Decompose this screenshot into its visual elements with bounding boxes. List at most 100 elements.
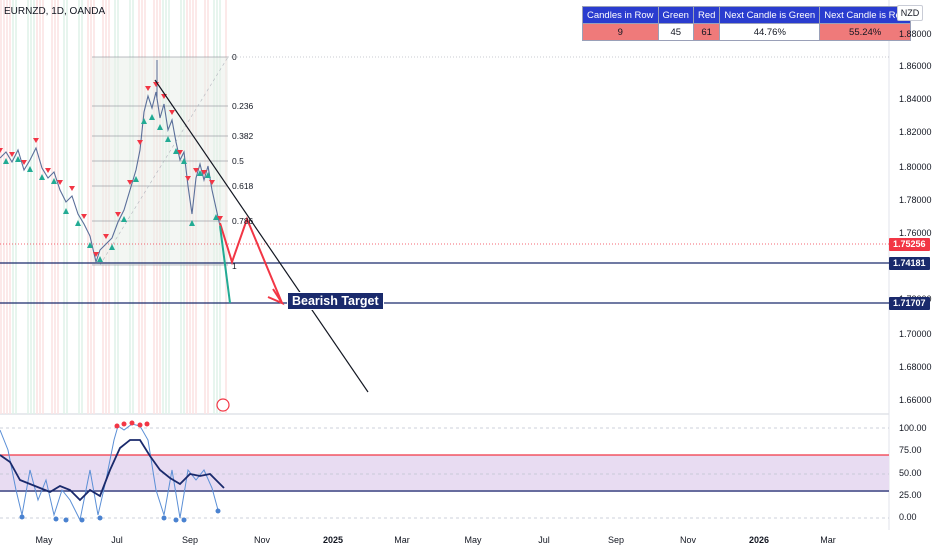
x-tick-year: 2026 bbox=[748, 535, 770, 545]
value-candles-in-row: 9 bbox=[582, 23, 659, 41]
down-marker bbox=[177, 150, 183, 155]
up-marker bbox=[189, 220, 195, 226]
y-tick: 1.86000 bbox=[899, 61, 932, 71]
x-tick-year: 2025 bbox=[322, 535, 344, 545]
oversold-dot bbox=[63, 517, 69, 523]
level-2-price-tag: 1.71707 bbox=[889, 297, 930, 310]
up-marker bbox=[39, 174, 45, 180]
oversold-dot bbox=[161, 515, 167, 521]
overbought-dot bbox=[121, 421, 127, 427]
up-marker bbox=[157, 124, 163, 130]
down-marker bbox=[0, 148, 3, 153]
up-marker bbox=[141, 118, 147, 124]
y-tick: 1.70000 bbox=[899, 329, 932, 339]
level-1-price-tag: 1.74181 bbox=[889, 257, 930, 270]
down-marker bbox=[33, 138, 39, 143]
alert-icon[interactable] bbox=[216, 398, 230, 412]
up-marker bbox=[75, 220, 81, 226]
down-marker bbox=[69, 186, 75, 191]
down-marker bbox=[217, 216, 223, 221]
currency-button[interactable]: NZD bbox=[897, 5, 923, 21]
background-stripe bbox=[39, 0, 41, 414]
x-tick: May bbox=[464, 535, 482, 545]
background-stripe bbox=[87, 0, 89, 414]
value-next-green: 44.76% bbox=[719, 23, 821, 41]
up-marker bbox=[87, 242, 93, 248]
y-tick: 1.76000 bbox=[899, 228, 932, 238]
stats-table: Candles in Row Green Red Next Candle is … bbox=[582, 6, 912, 41]
up-marker bbox=[97, 256, 103, 262]
osc-tick: 25.00 bbox=[899, 490, 922, 500]
osc-tick: 50.00 bbox=[899, 468, 922, 478]
fib-label: 0.236 bbox=[232, 101, 254, 111]
x-tick: Mar bbox=[820, 535, 836, 545]
stats-table-header: Candles in Row Green Red Next Candle is … bbox=[582, 6, 912, 24]
background-stripe bbox=[27, 0, 29, 414]
up-marker bbox=[213, 214, 219, 220]
down-marker bbox=[185, 176, 191, 181]
fib-label: 0.618 bbox=[232, 181, 254, 191]
down-marker bbox=[201, 170, 207, 175]
osc-tick: 0.00 bbox=[899, 512, 917, 522]
fib-label: 0.382 bbox=[232, 131, 254, 141]
up-marker bbox=[63, 208, 69, 214]
background-stripe bbox=[81, 0, 83, 414]
x-tick: Sep bbox=[607, 535, 625, 545]
fib-retracement bbox=[92, 56, 889, 266]
up-marker bbox=[149, 114, 155, 120]
down-marker bbox=[169, 110, 175, 115]
background-stripe bbox=[63, 0, 65, 414]
overbought-dot bbox=[144, 421, 150, 427]
up-marker bbox=[121, 216, 127, 222]
down-marker bbox=[209, 180, 215, 185]
down-marker bbox=[137, 140, 143, 145]
current-price-tag: 1.75256 bbox=[889, 238, 930, 251]
oscillator-extreme-dots bbox=[19, 420, 221, 523]
down-marker bbox=[9, 152, 15, 157]
x-tick: Jul bbox=[538, 535, 550, 545]
fib-diagonal bbox=[99, 56, 229, 266]
up-marker bbox=[3, 158, 9, 164]
background-stripe bbox=[6, 0, 8, 414]
y-tick: 1.80000 bbox=[899, 162, 932, 172]
header-next-green: Next Candle is Green bbox=[719, 6, 821, 24]
y-tick: 1.68000 bbox=[899, 362, 932, 372]
down-marker bbox=[145, 86, 151, 91]
background-stripe bbox=[9, 0, 11, 414]
oversold-dot bbox=[19, 514, 25, 520]
down-marker bbox=[45, 168, 51, 173]
trend-line[interactable] bbox=[154, 79, 369, 393]
background-stripe bbox=[51, 0, 53, 414]
fib-label: 1 bbox=[232, 261, 237, 271]
oversold-dot bbox=[173, 517, 179, 523]
signal-markers bbox=[0, 60, 223, 262]
background-stripe bbox=[30, 0, 32, 414]
fib-label: 0.786 bbox=[232, 216, 254, 226]
up-marker bbox=[133, 176, 139, 182]
background-stripe bbox=[57, 0, 59, 414]
background-stripe bbox=[90, 0, 92, 414]
value-green: 45 bbox=[657, 23, 694, 41]
x-tick: Nov bbox=[253, 535, 271, 545]
oversold-dot bbox=[79, 517, 85, 523]
background-stripe bbox=[15, 0, 17, 414]
up-marker bbox=[173, 148, 179, 154]
down-marker bbox=[21, 160, 27, 165]
down-marker bbox=[57, 180, 63, 185]
x-tick: Sep bbox=[181, 535, 199, 545]
bearish-target-label[interactable]: Bearish Target bbox=[287, 292, 384, 310]
x-tick: Mar bbox=[394, 535, 410, 545]
x-tick: Jul bbox=[111, 535, 123, 545]
symbol-title[interactable]: EURNZD, 1D, OANDA bbox=[4, 6, 106, 17]
projection-path[interactable] bbox=[219, 216, 283, 304]
value-next-red: 55.24% bbox=[819, 23, 912, 41]
x-tick: May bbox=[35, 535, 53, 545]
drop-candle bbox=[219, 225, 231, 304]
down-marker bbox=[127, 180, 133, 185]
up-marker bbox=[181, 158, 187, 164]
down-marker bbox=[193, 168, 199, 173]
value-red: 61 bbox=[692, 23, 721, 41]
background-stripe bbox=[54, 0, 56, 414]
y-tick: 1.78000 bbox=[899, 195, 932, 205]
